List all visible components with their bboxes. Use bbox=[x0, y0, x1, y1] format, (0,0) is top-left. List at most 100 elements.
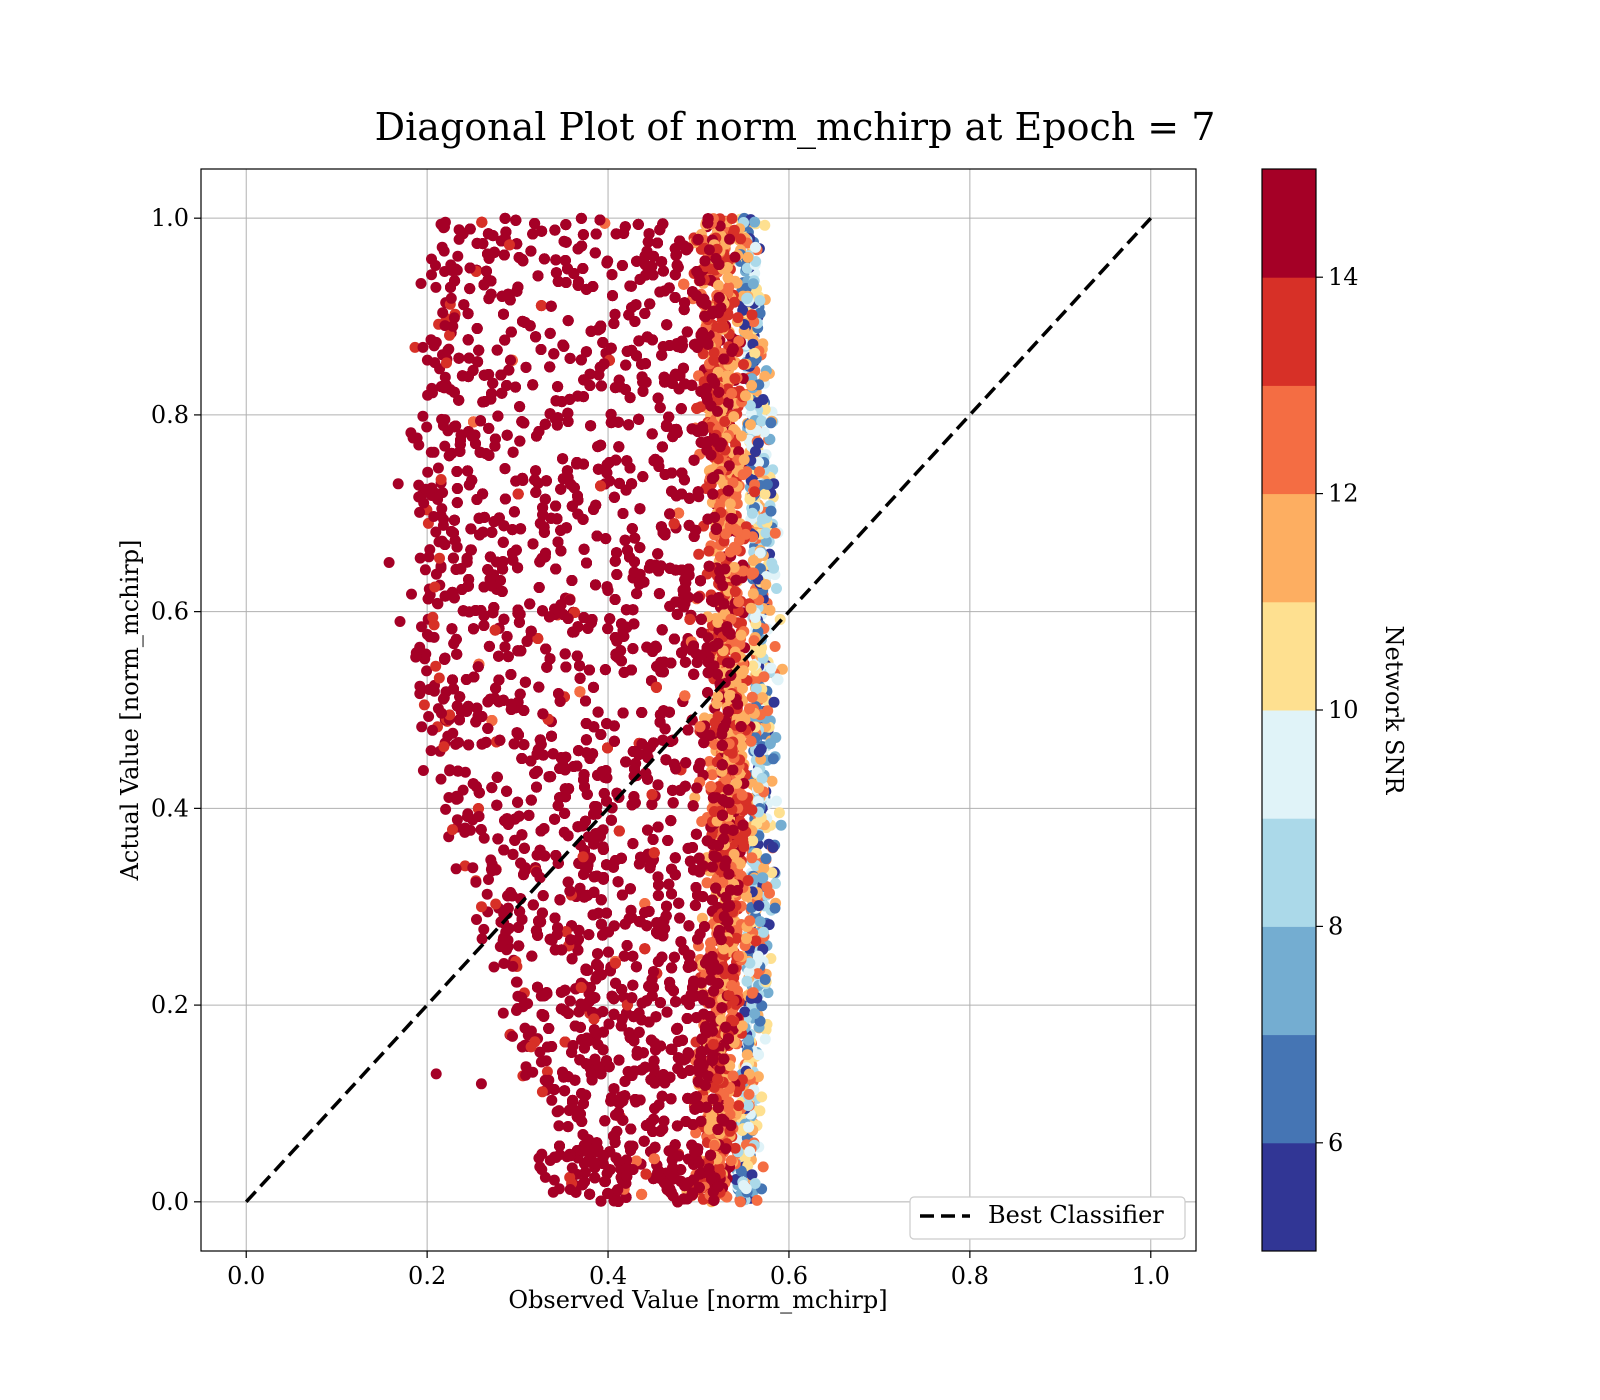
scatter-point bbox=[754, 916, 766, 927]
scatter-point bbox=[714, 551, 726, 563]
scatter-point bbox=[749, 612, 761, 623]
scatter-point bbox=[727, 764, 739, 776]
scatter-point bbox=[733, 596, 745, 608]
scatter-point bbox=[761, 881, 773, 893]
scatter-point bbox=[764, 433, 776, 445]
scatter-point bbox=[741, 975, 753, 987]
scatter-point bbox=[769, 902, 781, 914]
scatter-point bbox=[759, 488, 771, 500]
scatter-point bbox=[722, 272, 734, 284]
scatter-point bbox=[737, 837, 749, 849]
scatter-point bbox=[747, 555, 759, 566]
scatter-point bbox=[729, 586, 741, 597]
scatter-point bbox=[725, 1155, 737, 1167]
scatter-point bbox=[767, 841, 779, 853]
scatter-point bbox=[750, 241, 761, 253]
scatter-point bbox=[765, 505, 777, 517]
scatter-point bbox=[724, 233, 736, 245]
scatter-point bbox=[712, 691, 724, 702]
scatter-point bbox=[746, 691, 758, 703]
scatter-point bbox=[724, 689, 735, 701]
scatter-point bbox=[753, 746, 765, 758]
scatter-point bbox=[746, 507, 758, 519]
scatter-point bbox=[732, 698, 744, 710]
scatter-point bbox=[759, 219, 771, 231]
scatter-point bbox=[754, 307, 766, 319]
scatter-point bbox=[742, 251, 754, 263]
scatter-point bbox=[771, 673, 783, 685]
scatter-point bbox=[727, 1070, 739, 1082]
scatter-point bbox=[729, 373, 741, 385]
scatter-point bbox=[750, 935, 762, 947]
scatter-point bbox=[732, 312, 744, 324]
scatter-point bbox=[744, 915, 756, 927]
scatter-point bbox=[740, 1183, 752, 1195]
scatter-point bbox=[747, 660, 759, 672]
scatter-point bbox=[750, 674, 762, 686]
scatter-point bbox=[729, 251, 741, 263]
scatter-point bbox=[760, 527, 772, 539]
scatter-point bbox=[753, 1049, 765, 1061]
scatter-point bbox=[755, 647, 767, 658]
scatter-point bbox=[740, 890, 752, 902]
scatter-point bbox=[767, 753, 779, 765]
scatter-point bbox=[735, 233, 747, 245]
scatter-point bbox=[737, 469, 749, 481]
scatter-point bbox=[712, 711, 724, 722]
scatter-point bbox=[743, 1088, 755, 1100]
scatter-point bbox=[738, 359, 749, 370]
scatter-point bbox=[756, 415, 768, 427]
scatter-point bbox=[758, 862, 770, 874]
scatter-point bbox=[752, 968, 764, 980]
scatter-point bbox=[720, 1143, 732, 1155]
scatter-point bbox=[765, 417, 777, 429]
scatter-point bbox=[736, 789, 748, 801]
scatter-point bbox=[733, 950, 745, 962]
scatter-point bbox=[742, 1100, 754, 1111]
scatter-point bbox=[749, 1178, 761, 1189]
scatter-point bbox=[728, 541, 740, 553]
scatter-point bbox=[756, 772, 768, 784]
scatter-point bbox=[753, 782, 764, 794]
scatter-point bbox=[771, 795, 782, 807]
scatter-point bbox=[749, 486, 761, 498]
scatter-point bbox=[766, 867, 778, 879]
scatter-point bbox=[746, 1169, 758, 1181]
scatter-point bbox=[742, 875, 754, 886]
scatter-point bbox=[744, 1146, 756, 1158]
scatter-point bbox=[769, 641, 781, 652]
scatter-point bbox=[735, 1165, 747, 1177]
scatter-point bbox=[738, 454, 750, 466]
scatter-point bbox=[713, 279, 724, 291]
scatter-point bbox=[756, 1091, 768, 1103]
scatter-point bbox=[754, 466, 765, 478]
scatter-point bbox=[743, 1034, 754, 1046]
scatter-point bbox=[752, 950, 764, 962]
scatter-point bbox=[759, 370, 771, 382]
scatter-point bbox=[703, 545, 715, 557]
scatter-point bbox=[765, 662, 777, 674]
scatter-point bbox=[746, 987, 758, 999]
scatter-point bbox=[775, 819, 787, 831]
scatter-point bbox=[771, 583, 782, 594]
scatter-point bbox=[743, 966, 755, 978]
scatter-point bbox=[773, 807, 785, 819]
scatter-point bbox=[728, 411, 740, 423]
scatter-point bbox=[747, 278, 759, 290]
scatter-point bbox=[754, 547, 766, 559]
scatter-point bbox=[746, 380, 758, 391]
scatter-points bbox=[383, 212, 788, 1208]
scatter-point bbox=[726, 388, 738, 399]
scatter-point bbox=[757, 513, 768, 525]
scatter-point bbox=[720, 528, 732, 540]
scatter-point bbox=[745, 419, 756, 431]
scatter-point bbox=[758, 671, 770, 683]
scatter-point bbox=[760, 853, 772, 865]
scatter-point bbox=[763, 919, 775, 931]
scatter-point bbox=[757, 394, 769, 405]
scatter-point bbox=[746, 567, 758, 579]
scatter-point bbox=[703, 756, 715, 767]
scatter-point bbox=[744, 400, 756, 412]
scatter-point bbox=[744, 703, 755, 715]
